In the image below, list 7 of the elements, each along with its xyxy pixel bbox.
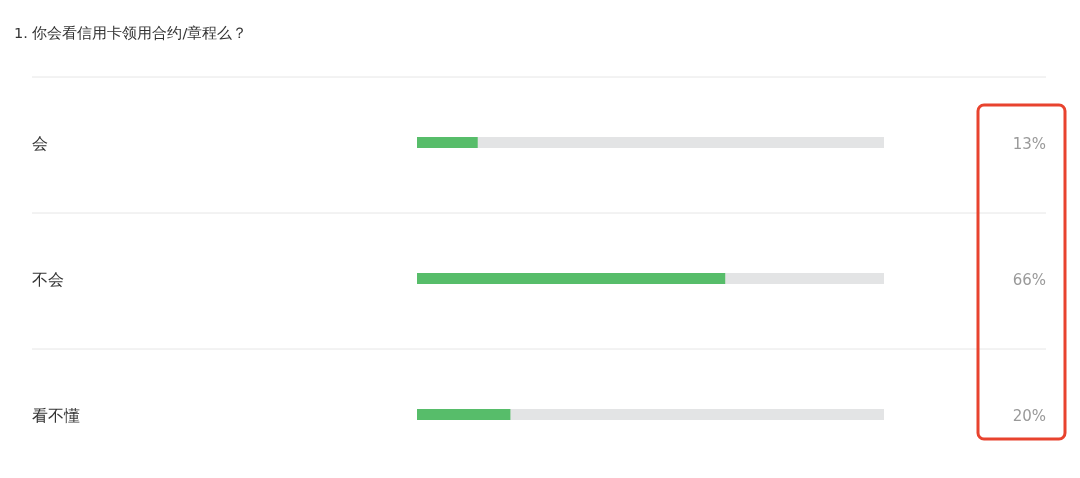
value-label: 13% [1012, 135, 1046, 153]
category-label: 不会 [32, 270, 64, 289]
title: 1. 你会看信用卡领用合约/章程么？ [14, 25, 248, 41]
value-label: 66% [1012, 271, 1046, 289]
category-label: 会 [32, 134, 48, 153]
category-label: 看不懂 [32, 406, 80, 425]
value-label: 20% [1012, 407, 1046, 425]
